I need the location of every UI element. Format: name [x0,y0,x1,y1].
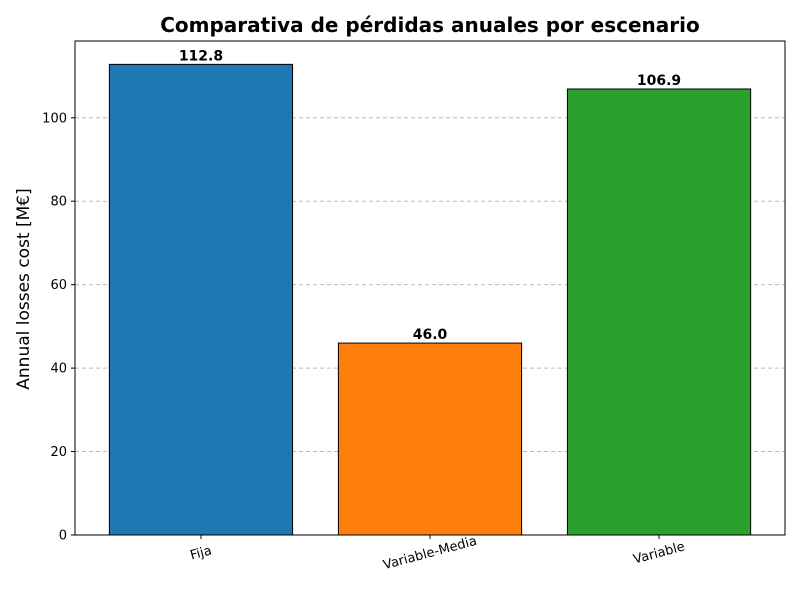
y-axis-ticks: 0 20 40 60 80 100 [42,111,75,544]
y-tick-label: 20 [50,445,67,460]
bars [108,63,752,536]
plot-frame [74,40,786,536]
bar-fija [108,63,294,536]
chart-title: Comparativa de pérdidas anuales por esce… [160,13,700,37]
y-tick-label: 100 [42,111,67,126]
x-axis-ticks: Fija Variable-Media Variable [189,534,687,573]
y-axis-label: Annual losses cost [M€] [14,188,34,389]
x-tick-label: Variable [632,539,687,567]
bar-value-label: 112.8 [179,48,223,64]
y-tick-label: 80 [50,195,67,210]
bar-value-label: 46.0 [413,327,448,343]
x-tick-label: Fija [189,543,214,563]
bar-value-label: 106.9 [637,73,681,89]
y-tick-label: 60 [50,278,67,293]
bar-variable-media [337,342,523,536]
y-tick-label: 0 [59,529,67,544]
y-tick-label: 40 [50,362,67,377]
x-tick-label: Variable-Media [382,534,479,573]
value-labels: 112.8 46.0 106.9 [179,48,681,343]
bar-variable [566,88,752,536]
